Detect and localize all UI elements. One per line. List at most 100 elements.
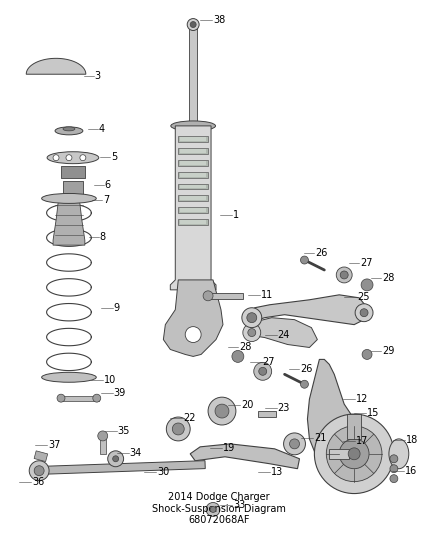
Circle shape xyxy=(339,439,369,469)
Bar xyxy=(178,160,208,166)
Circle shape xyxy=(190,21,196,28)
Text: 27: 27 xyxy=(360,258,373,268)
Circle shape xyxy=(210,506,216,512)
Text: 6: 6 xyxy=(105,180,111,190)
Text: 7: 7 xyxy=(103,196,109,205)
Circle shape xyxy=(290,439,300,449)
Bar xyxy=(59,396,99,401)
Circle shape xyxy=(93,394,101,402)
Circle shape xyxy=(283,433,305,455)
Text: 13: 13 xyxy=(271,467,283,477)
Circle shape xyxy=(242,308,262,328)
Polygon shape xyxy=(170,126,216,290)
Ellipse shape xyxy=(42,373,96,382)
Text: 8: 8 xyxy=(100,232,106,242)
Text: 16: 16 xyxy=(405,466,417,475)
Circle shape xyxy=(108,451,124,467)
Bar xyxy=(61,166,85,177)
Text: 35: 35 xyxy=(118,426,130,436)
Text: 29: 29 xyxy=(382,346,394,357)
Bar xyxy=(180,149,206,153)
Bar xyxy=(329,449,349,459)
Text: 38: 38 xyxy=(213,14,225,25)
Bar xyxy=(178,183,208,190)
Bar xyxy=(180,208,206,212)
Circle shape xyxy=(362,350,372,359)
Circle shape xyxy=(203,291,213,301)
Polygon shape xyxy=(26,58,86,74)
Text: 28: 28 xyxy=(239,343,251,352)
Bar xyxy=(178,136,208,142)
Text: 20: 20 xyxy=(241,400,253,410)
Text: 24: 24 xyxy=(278,329,290,340)
Circle shape xyxy=(360,309,368,317)
Polygon shape xyxy=(53,196,85,245)
Text: 33: 33 xyxy=(233,500,245,511)
Text: 25: 25 xyxy=(357,292,370,302)
Circle shape xyxy=(232,351,244,362)
Bar xyxy=(178,172,208,177)
Text: 28: 28 xyxy=(382,273,394,283)
Circle shape xyxy=(66,155,72,160)
Bar xyxy=(180,173,206,176)
Text: 22: 22 xyxy=(183,413,196,423)
Circle shape xyxy=(57,394,65,402)
Bar xyxy=(208,293,243,299)
Circle shape xyxy=(348,448,360,460)
Circle shape xyxy=(340,271,348,279)
Circle shape xyxy=(187,19,199,30)
Bar xyxy=(178,196,208,201)
Circle shape xyxy=(29,461,49,481)
Bar xyxy=(178,219,208,225)
Circle shape xyxy=(206,503,220,516)
Bar xyxy=(189,27,197,126)
Text: 26: 26 xyxy=(315,248,328,258)
Bar xyxy=(63,181,83,196)
Circle shape xyxy=(53,155,59,160)
Ellipse shape xyxy=(171,121,215,131)
Text: 36: 36 xyxy=(32,477,44,487)
Text: 5: 5 xyxy=(111,152,117,161)
Text: 39: 39 xyxy=(114,388,126,398)
Text: 26: 26 xyxy=(300,365,313,374)
Polygon shape xyxy=(163,280,223,357)
Circle shape xyxy=(254,362,272,380)
Circle shape xyxy=(80,155,86,160)
Circle shape xyxy=(243,324,261,342)
Text: 18: 18 xyxy=(406,435,418,445)
Polygon shape xyxy=(190,444,300,469)
Bar xyxy=(178,207,208,213)
Ellipse shape xyxy=(63,127,75,131)
Circle shape xyxy=(390,465,398,473)
Text: 9: 9 xyxy=(114,303,120,313)
Circle shape xyxy=(300,256,308,264)
Text: 30: 30 xyxy=(157,467,170,477)
Circle shape xyxy=(113,456,119,462)
Polygon shape xyxy=(307,359,361,477)
Text: 19: 19 xyxy=(223,443,235,453)
Bar xyxy=(180,220,206,224)
Circle shape xyxy=(390,475,398,482)
Circle shape xyxy=(98,431,108,441)
Circle shape xyxy=(259,367,267,375)
Text: 10: 10 xyxy=(104,375,116,385)
Text: 1: 1 xyxy=(233,211,239,220)
Circle shape xyxy=(355,304,373,321)
Bar xyxy=(178,148,208,154)
Circle shape xyxy=(361,279,373,291)
Circle shape xyxy=(208,397,236,425)
Text: 34: 34 xyxy=(130,448,142,458)
Bar xyxy=(31,461,205,475)
Bar xyxy=(100,436,106,454)
Text: 21: 21 xyxy=(314,433,327,443)
Circle shape xyxy=(34,466,44,475)
Text: 37: 37 xyxy=(48,440,60,450)
Circle shape xyxy=(185,327,201,343)
Circle shape xyxy=(300,380,308,388)
Text: 3: 3 xyxy=(95,71,101,81)
Circle shape xyxy=(172,423,184,435)
Ellipse shape xyxy=(55,127,83,135)
Bar xyxy=(180,160,206,165)
Circle shape xyxy=(314,414,394,494)
Text: 2014 Dodge Charger
Shock-Suspension Diagram
68072068AF: 2014 Dodge Charger Shock-Suspension Diag… xyxy=(152,492,286,526)
